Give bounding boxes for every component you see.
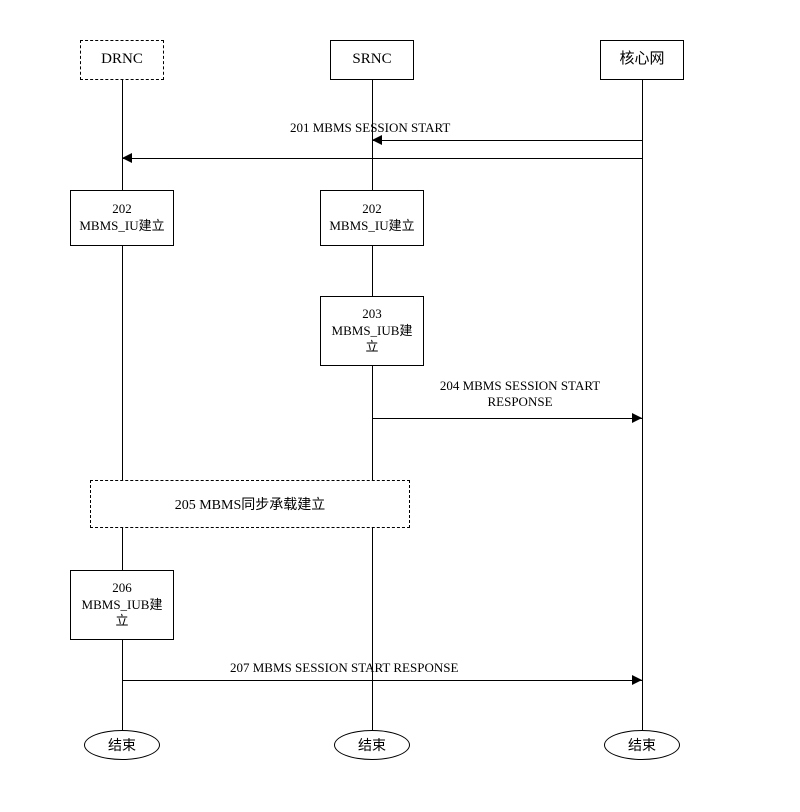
arrow-201-drnc [122, 158, 642, 159]
node-202-srnc-l2: MBMS_IU建立 [329, 218, 414, 235]
header-srnc: SRNC [330, 40, 414, 80]
arrow-201-srnc [372, 140, 642, 141]
arrow-204 [372, 418, 642, 419]
end-srnc: 结束 [334, 730, 410, 760]
node-203-l3: 立 [365, 339, 378, 356]
header-cn-label: 核心网 [619, 50, 664, 70]
end-cn: 结束 [604, 730, 680, 760]
msg-204-l2: RESPONSE [487, 394, 552, 409]
arrow-207-head [632, 675, 642, 685]
node-202-srnc-l1: 202 [362, 201, 382, 218]
arrow-201-drnc-head [122, 153, 132, 163]
msg-207-text: 207 MBMS SESSION START RESPONSE [230, 660, 458, 675]
msg-201-label: 201 MBMS SESSION START [290, 120, 450, 136]
msg-204-label: 204 MBMS SESSION START RESPONSE [400, 378, 640, 410]
node-206-l3: 立 [115, 613, 128, 630]
node-206: 206 MBMS_IUB建 立 [70, 570, 174, 640]
node-206-l2: MBMS_IUB建 [82, 597, 163, 614]
sync-box-label: 205 MBMS同步承载建立 [175, 494, 326, 514]
lifeline-cn [642, 80, 643, 730]
node-202-drnc-l2: MBMS_IU建立 [79, 218, 164, 235]
node-203: 203 MBMS_IUB建 立 [320, 296, 424, 366]
arrow-201-srnc-head [372, 135, 382, 145]
node-203-l1: 203 [362, 306, 382, 323]
header-cn: 核心网 [600, 40, 684, 80]
node-202-drnc: 202 MBMS_IU建立 [70, 190, 174, 246]
sync-box-205: 205 MBMS同步承载建立 [90, 480, 410, 528]
lifeline-srnc [372, 80, 373, 730]
node-203-l2: MBMS_IUB建 [332, 323, 413, 340]
msg-201-text: 201 MBMS SESSION START [290, 120, 450, 135]
end-drnc-label: 结束 [108, 735, 136, 755]
msg-207-label: 207 MBMS SESSION START RESPONSE [230, 660, 458, 676]
header-drnc-label: DRNC [101, 50, 143, 70]
node-202-drnc-l1: 202 [112, 201, 132, 218]
node-206-l1: 206 [112, 580, 132, 597]
diagram-container: DRNC SRNC 核心网 201 MBMS SESSION START 202… [60, 40, 740, 780]
header-drnc: DRNC [80, 40, 164, 80]
arrow-204-head [632, 413, 642, 423]
arrow-207 [122, 680, 642, 681]
msg-204-l1: 204 MBMS SESSION START [440, 378, 600, 393]
header-srnc-label: SRNC [352, 50, 391, 70]
end-srnc-label: 结束 [358, 735, 386, 755]
end-cn-label: 结束 [628, 735, 656, 755]
end-drnc: 结束 [84, 730, 160, 760]
node-202-srnc: 202 MBMS_IU建立 [320, 190, 424, 246]
